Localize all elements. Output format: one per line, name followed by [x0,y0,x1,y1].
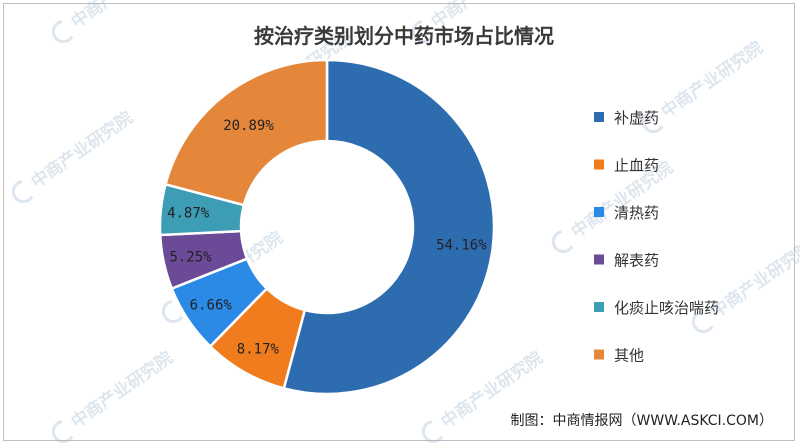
watermark-text: 中商产业研究院 [67,347,177,432]
watermark-text: 中商产业研究院 [67,0,177,33]
watermark-text: 中商产业研究院 [657,37,767,122]
legend-swatch-5 [594,349,604,360]
watermark-tile: 中商产业研究院 [11,107,137,204]
c-logo-icon [11,180,34,204]
legend-label-4: 化痰止咳治喘药 [614,299,719,317]
watermark-tile: 中商产业研究院 [51,347,177,444]
legend-swatch-2 [594,207,604,217]
watermark-tile: 中商产业研究院 [51,0,177,44]
slice-0 [282,58,496,396]
data-label-4: 4.87% [167,205,210,221]
legend-swatch-3 [594,254,604,265]
c-logo-icon [551,230,574,254]
watermark-text: 中商产业研究院 [27,107,137,192]
data-label-0: 54.16% [436,238,487,254]
c-logo-icon [51,20,74,44]
c-logo-icon [421,420,444,444]
legend-swatch-4 [594,302,604,312]
c-logo-icon [161,300,184,324]
legend-label-2: 清热药 [614,204,659,222]
chart-title: 按治疗类别划分中药市场占比情况 [254,24,554,48]
source-note: 制图：中商情报网（WWW.ASKCI.COM） [511,413,773,429]
data-label-2: 6.66% [190,297,233,313]
donut-slices [158,58,496,396]
legend-label-3: 解表药 [614,252,659,270]
legend-swatch-1 [594,159,604,170]
c-logo-icon [51,420,74,444]
c-logo-icon [641,110,664,134]
legend-label-5: 其他 [614,347,644,365]
data-label-1: 8.17% [237,341,280,357]
data-label-5: 20.89% [223,118,274,134]
c-logo-icon [691,310,714,334]
legend-label-0: 补虚药 [614,109,659,127]
data-label-3: 5.25% [169,249,212,265]
watermark-tile: 中商产业研究院 [691,237,800,334]
c-logo-icon [411,20,434,44]
data-labels: 54.16% 8.17% 6.66% 5.25% 4.87% 20.89% [167,118,487,357]
legend-swatch-0 [594,112,604,122]
watermark-text: 中商产业研究院 [707,237,800,322]
watermark-tile: 中商产业研究院 [421,347,547,444]
chart-frame [3,3,795,441]
slice-5 [164,58,329,207]
legend-label-1: 止血药 [614,157,659,175]
